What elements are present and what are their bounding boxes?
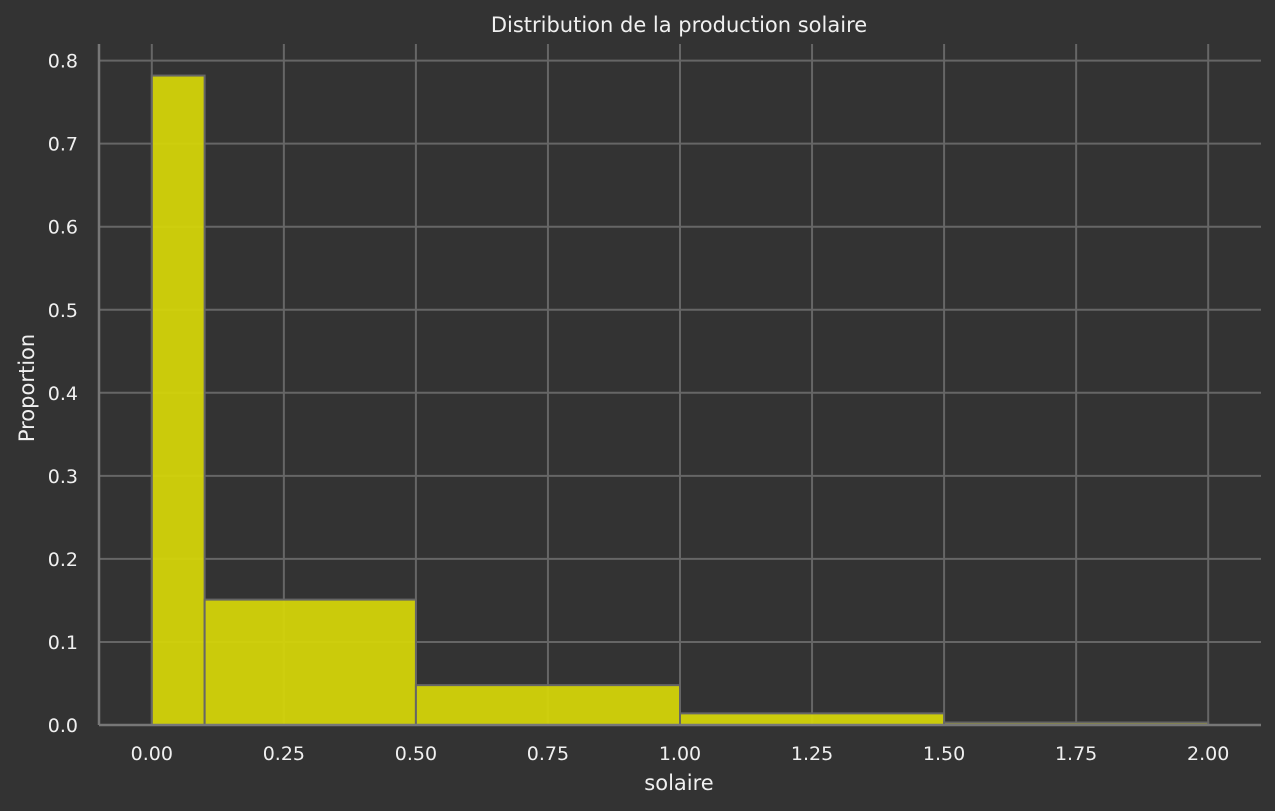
y-tick-label: 0.1 xyxy=(48,632,78,654)
histogram-bar-1 xyxy=(203,598,417,726)
y-tick-label: 0.3 xyxy=(48,466,78,488)
x-tick-label: 0.50 xyxy=(395,743,437,765)
y-tick-label: 0.4 xyxy=(48,383,78,405)
y-tick-label: 0.0 xyxy=(48,715,78,737)
histogram-bar-2 xyxy=(414,684,681,727)
axis-layer xyxy=(97,44,1261,727)
ticks-layer: 0.00 0.25 0.50 0.75 1.00 1.25 1.50 1.75 2.00 0.0 0… xyxy=(48,51,1230,765)
y-tick-label: 0.2 xyxy=(48,549,78,571)
y-tick-label: 0.6 xyxy=(48,217,78,239)
y-axis-label: Proportion xyxy=(15,334,39,442)
bars-layer xyxy=(150,74,1210,727)
y-tick-label: 0.7 xyxy=(48,134,78,156)
x-tick-label: 1.00 xyxy=(659,743,701,765)
x-tick-label: 1.50 xyxy=(923,743,965,765)
histogram-bar-3 xyxy=(679,712,946,726)
x-tick-label: 1.25 xyxy=(791,743,833,765)
x-tick-label: 0.25 xyxy=(263,743,305,765)
y-tick-label: 0.5 xyxy=(48,300,78,322)
x-tick-label: 2.00 xyxy=(1187,743,1229,765)
x-tick-label: 0.75 xyxy=(527,743,569,765)
chart-title: Distribution de la production solaire xyxy=(491,13,867,37)
x-axis-label: solaire xyxy=(644,771,713,795)
y-tick-label: 0.8 xyxy=(48,51,78,73)
x-tick-label: 1.75 xyxy=(1055,743,1097,765)
histogram-bar-0 xyxy=(150,74,206,726)
x-tick-label: 0.00 xyxy=(131,743,173,765)
